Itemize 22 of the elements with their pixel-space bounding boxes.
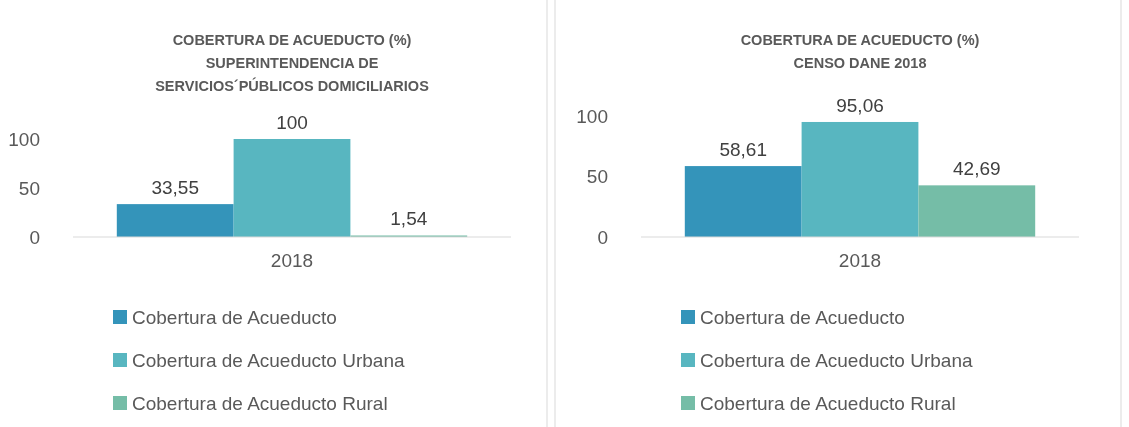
- legend-label: Cobertura de Acueducto Urbana: [132, 349, 405, 371]
- chart-title: COBERTURA DE ACUEDUCTO (%) SUPERINTENDENCIA DE SERVICIOS´PÚBLICOS DOMICILIARIOS: [155, 32, 430, 94]
- legend-label: Cobertura de Acueducto Rural: [132, 392, 388, 414]
- y-tick-label: 50: [586, 166, 608, 188]
- x-tick-label: 2018: [270, 250, 314, 271]
- data-label: 100: [276, 112, 308, 133]
- y-tick-label: 0: [29, 226, 40, 248]
- data-label: 1,54: [390, 208, 428, 230]
- chart-title: COBERTURA DE ACUEDUCTO (%) CENSO DANE 2018: [740, 32, 980, 71]
- data-label: 58,61: [719, 139, 767, 161]
- y-tick-label: 0: [597, 226, 608, 248]
- data-label: 42,69: [953, 158, 1001, 180]
- y-tick-label: 100: [8, 128, 40, 150]
- x-tick-label: 2018: [838, 250, 882, 271]
- y-tick-label: 100: [576, 105, 608, 127]
- y-tick-label: 50: [18, 177, 40, 199]
- legend-label: Cobertura de Acueducto Rural: [700, 392, 956, 414]
- data-label: 95,06: [836, 94, 884, 116]
- legend-label: Cobertura de Acueducto: [700, 306, 905, 328]
- data-label: 33,55: [151, 177, 199, 199]
- legend-label: Cobertura de Acueducto: [132, 306, 337, 328]
- legend-label: Cobertura de Acueducto Urbana: [700, 349, 973, 371]
